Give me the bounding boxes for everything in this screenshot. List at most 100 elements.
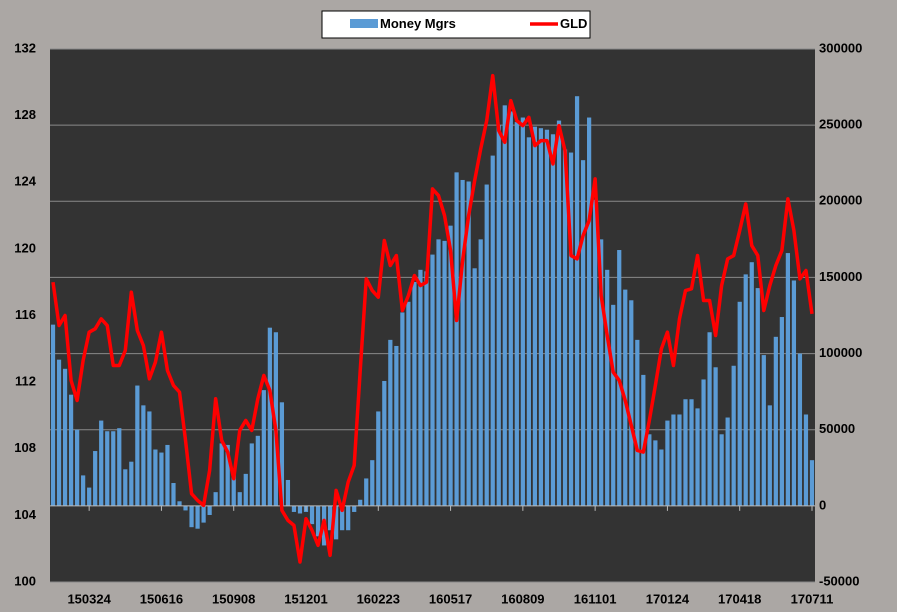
bar (243, 473, 248, 506)
y-tick-label: 116 (15, 307, 36, 322)
bar (785, 253, 791, 506)
bar (309, 505, 315, 525)
x-tick-label: 170124 (646, 591, 690, 606)
bar (550, 134, 556, 506)
x-tick-label: 160517 (429, 591, 472, 606)
bar (165, 444, 170, 506)
bar (117, 428, 122, 506)
bar (719, 434, 724, 506)
bar (56, 359, 62, 506)
bar (731, 365, 736, 506)
x-tick-label: 161101 (574, 591, 617, 606)
bar (99, 420, 104, 506)
bar (424, 271, 429, 506)
bar (225, 444, 230, 506)
bar (605, 269, 610, 506)
bar (177, 501, 182, 506)
bar (809, 460, 815, 506)
y-tick-label: 124 (14, 174, 36, 189)
bar (358, 499, 363, 506)
bar (520, 117, 525, 506)
bar (141, 405, 146, 506)
bar (147, 411, 152, 506)
y2-tick-label: 200000 (819, 193, 862, 208)
y-tick-label: 132 (14, 40, 36, 55)
bar (803, 414, 809, 506)
bar (514, 122, 519, 506)
y-tick-label: 108 (14, 440, 36, 455)
bar (460, 179, 465, 506)
bar (743, 274, 748, 506)
bar (352, 505, 357, 512)
bar (496, 125, 501, 506)
bar (538, 128, 544, 506)
bar (201, 505, 206, 523)
bar (267, 327, 272, 506)
bar (412, 281, 417, 506)
bar (62, 368, 68, 506)
bar (105, 431, 110, 506)
bar (556, 120, 562, 506)
bar (183, 505, 188, 511)
bar (472, 268, 477, 506)
bar (701, 379, 706, 506)
bar (334, 505, 339, 540)
y-tick-label: 120 (14, 240, 36, 255)
bar (68, 394, 74, 506)
bar (93, 451, 98, 506)
bar (478, 239, 483, 506)
bar (689, 399, 694, 506)
bar (50, 324, 56, 506)
bar (593, 199, 598, 506)
bar (406, 301, 411, 506)
y-tick-label: 128 (14, 107, 36, 122)
x-tick-label: 160223 (357, 591, 400, 606)
bar (189, 505, 194, 528)
bar (653, 440, 658, 506)
bar (635, 339, 640, 506)
bar (388, 339, 393, 506)
bar (382, 380, 387, 506)
bar (135, 385, 140, 506)
bar (297, 505, 303, 514)
bar (129, 461, 134, 506)
y2-tick-label: 50000 (819, 421, 855, 436)
y-tick-label: 104 (14, 507, 36, 522)
bar (279, 402, 285, 506)
bar (249, 443, 254, 506)
bar (683, 399, 688, 506)
bar (725, 417, 730, 506)
bar (677, 414, 682, 506)
bar (448, 225, 453, 506)
bar (797, 353, 803, 506)
bar (767, 405, 772, 506)
bar (370, 460, 375, 506)
x-tick-label: 150908 (212, 591, 255, 606)
bar (574, 96, 580, 506)
bar (779, 317, 784, 506)
bar (213, 492, 218, 506)
line (51, 73, 814, 564)
bar (665, 420, 670, 506)
bar (394, 345, 399, 506)
y-tick-label: 112 (15, 374, 36, 389)
x-tick-label: 150324 (67, 591, 111, 606)
bar (400, 312, 405, 506)
bar (707, 332, 712, 506)
bar (695, 408, 700, 506)
legend-label: Money Mgrs (380, 16, 456, 31)
bar (364, 478, 369, 506)
bar (773, 336, 778, 506)
bar (237, 492, 242, 506)
bar (755, 288, 760, 506)
bar (346, 505, 351, 531)
bar (261, 390, 266, 506)
bar (749, 262, 754, 506)
bar (508, 111, 513, 506)
bar (442, 240, 447, 506)
y2-tick-label: 0 (819, 497, 826, 512)
y2-tick-label: -50000 (819, 573, 859, 588)
bar (159, 452, 164, 506)
bar (153, 449, 158, 506)
